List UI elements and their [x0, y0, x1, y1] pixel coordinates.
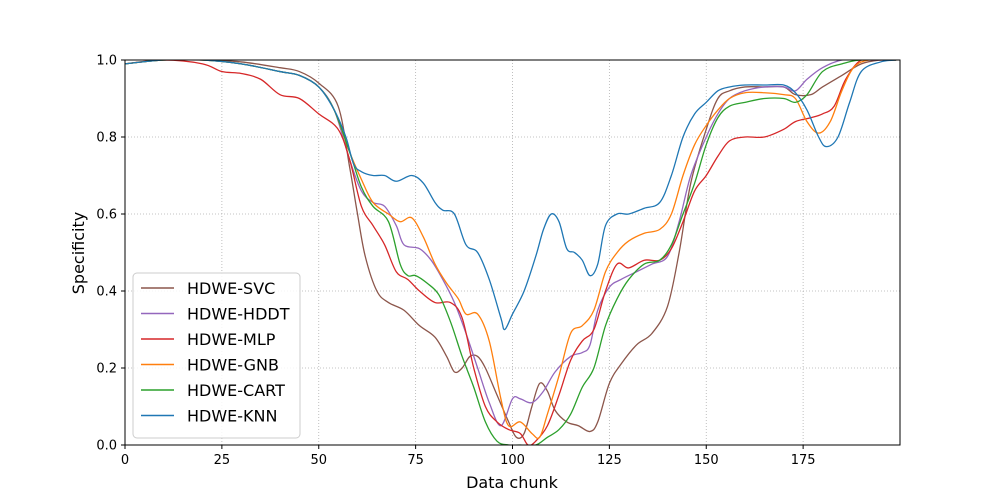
y-tick-label: 0.4: [96, 285, 117, 300]
y-axis-ticks: 0.0 0.2 0.4 0.6 0.8 1.0: [96, 54, 125, 454]
series-line-hdwe-hddt: [125, 60, 897, 427]
x-axis-title: Data chunk: [466, 473, 559, 492]
x-tick-label: 25: [214, 453, 231, 468]
series-line-hdwe-knn: [125, 60, 897, 331]
x-tick-label: 50: [310, 453, 327, 468]
x-tick-label: 100: [500, 453, 525, 468]
legend: HDWE-SVC HDWE-HDDT HDWE-MLP HDWE-GNB HDWE-CA…: [132, 272, 301, 439]
series-lines: [125, 60, 897, 445]
x-tick-label: 175: [791, 453, 816, 468]
legend-label: HDWE-CART: [187, 381, 285, 400]
y-tick-label: 0.2: [96, 362, 117, 377]
legend-label: HDWE-GNB: [187, 356, 279, 375]
x-tick-label: 0: [121, 453, 129, 468]
legend-box: [132, 272, 301, 439]
x-tick-label: 125: [597, 453, 622, 468]
x-tick-label: 75: [407, 453, 424, 468]
y-tick-label: 1.0: [96, 54, 117, 69]
y-tick-label: 0.0: [96, 439, 117, 454]
y-tick-label: 0.8: [96, 131, 117, 146]
y-tick-label: 0.6: [96, 208, 117, 223]
series-line-hdwe-gnb: [125, 60, 897, 440]
x-axis-ticks: 0 25 50 75 100 125 150 175: [121, 445, 816, 468]
x-tick-label: 150: [694, 453, 719, 468]
y-axis-title: Specificity: [69, 212, 88, 294]
legend-label: HDWE-SVC: [187, 279, 275, 298]
legend-label: HDWE-HDDT: [187, 305, 290, 324]
legend-label: HDWE-KNN: [187, 407, 277, 426]
legend-label: HDWE-MLP: [187, 330, 276, 349]
series-line-hdwe-svc: [125, 60, 897, 439]
